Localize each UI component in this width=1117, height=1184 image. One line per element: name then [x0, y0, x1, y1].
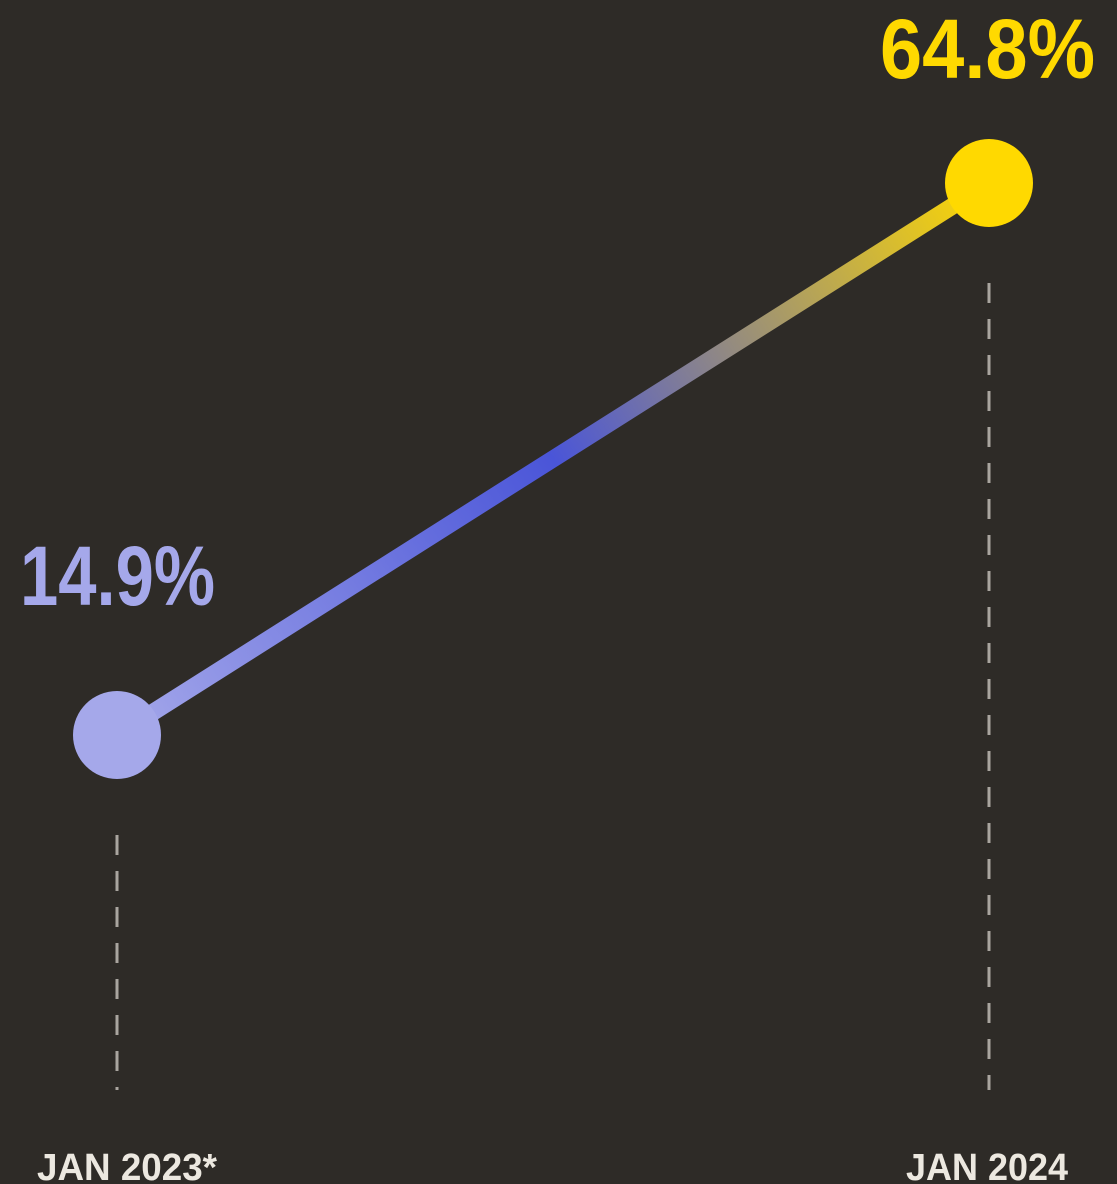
- line: [108, 174, 998, 744]
- value-label: 14.9%: [20, 529, 215, 623]
- x-tick-label: JAN 2023*: [37, 1147, 217, 1184]
- point: [945, 139, 1033, 227]
- x-tick-label: JAN 2024: [906, 1147, 1068, 1184]
- value-label: 64.8%: [880, 2, 1095, 96]
- point: [73, 691, 161, 779]
